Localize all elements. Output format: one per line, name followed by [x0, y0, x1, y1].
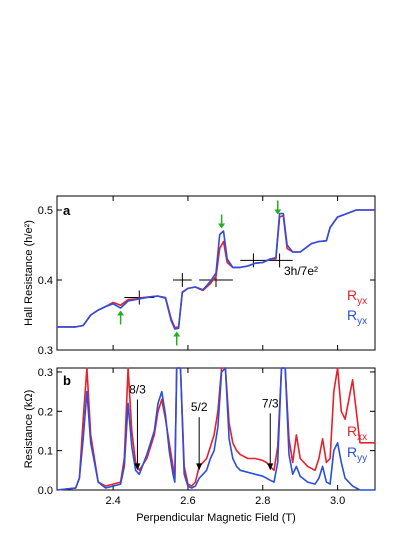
panel-a-frame	[56, 195, 376, 351]
fraction-label: 7/3	[262, 396, 279, 410]
panel-b-ticks: 0.0 0.1 0.2 0.3 2.4 2.6 2.8 3.0	[38, 367, 375, 507]
panel-b-series-red	[56, 367, 375, 491]
fraction-label: 5/2	[191, 400, 208, 414]
panel-b-ytick-label: 0.0	[38, 485, 53, 497]
legend-b-red: Rxx	[347, 423, 367, 443]
legend-b-blue-sub: yy	[357, 453, 367, 464]
legend-a-red-label: R	[347, 287, 357, 303]
legend-a-red: Ryx	[347, 287, 367, 307]
panel-a: 0.3 0.4 0.5 a Hall Resistance (h/e²) 3h/7e…	[23, 195, 376, 357]
legend-a-red-sub: yx	[357, 296, 367, 307]
panel-a-series-blue	[57, 209, 375, 330]
panel-a-ylabel: Hall Resistance (h/e²)	[23, 220, 35, 326]
legend-a-blue: Ryx	[347, 307, 367, 327]
panel-b-frame	[56, 367, 376, 491]
fraction-annotations: 8/3 5/2 7/3	[129, 383, 279, 471]
legend-a: Ryx Ryx	[347, 287, 367, 327]
plateau-marks	[124, 253, 293, 305]
panel-a-ytick-label: 0.5	[38, 205, 53, 217]
green-arrow-head	[173, 331, 181, 337]
panel-a-ytick-label: 0.4	[38, 275, 53, 287]
panel-b-ytick-label: 0.3	[38, 367, 53, 379]
legend-a-blue-sub: yx	[357, 316, 367, 327]
panel-a-label: a	[63, 203, 71, 218]
panel-b-xtick-label: 2.6	[180, 495, 195, 507]
panel-b-xlabel: Perpendicular Magnetic Field (T)	[136, 512, 296, 524]
legend-a-blue-label: R	[347, 307, 357, 323]
green-arrow-head	[117, 310, 125, 316]
panel-b-series	[56, 367, 375, 491]
panel-b-xtick-label: 2.8	[255, 495, 270, 507]
panel-b-ylabel: Resistance (kΩ)	[23, 390, 35, 469]
fraction-arrow-head	[196, 463, 203, 471]
panel-a-ticks: 0.3 0.4 0.5	[38, 196, 375, 357]
fraction-arrow-head	[267, 463, 274, 471]
fraction-arrow-head	[134, 463, 141, 471]
green-arrow-head	[218, 223, 226, 229]
panel-b-ytick-label: 0.1	[38, 446, 53, 458]
panel-b-series-blue	[56, 367, 375, 491]
legend-b: Rxx Ryy	[347, 423, 367, 464]
green-arrow-head	[274, 209, 282, 215]
fraction-label: 8/3	[129, 383, 146, 397]
panel-b-label: b	[63, 373, 71, 388]
panel-a-ytick-label: 0.3	[38, 345, 53, 357]
green-arrows	[117, 200, 282, 346]
legend-b-blue-label: R	[347, 444, 357, 460]
panel-b-xtick-label: 3.0	[330, 495, 345, 507]
panel-b-xtick-label: 2.4	[105, 495, 120, 507]
annotation-3h-7e2: 3h/7e²	[284, 264, 318, 278]
legend-b-red-sub: xx	[357, 432, 367, 443]
legend-b-red-label: R	[347, 423, 357, 439]
panel-b: 0.0 0.1 0.2 0.3 2.4 2.6 2.8 3.0 8/3 5/2 7/3 b Res…	[23, 367, 376, 524]
panel-b-ytick-label: 0.2	[38, 406, 53, 418]
legend-b-blue: Ryy	[347, 444, 367, 464]
panel-a-series	[57, 209, 375, 330]
